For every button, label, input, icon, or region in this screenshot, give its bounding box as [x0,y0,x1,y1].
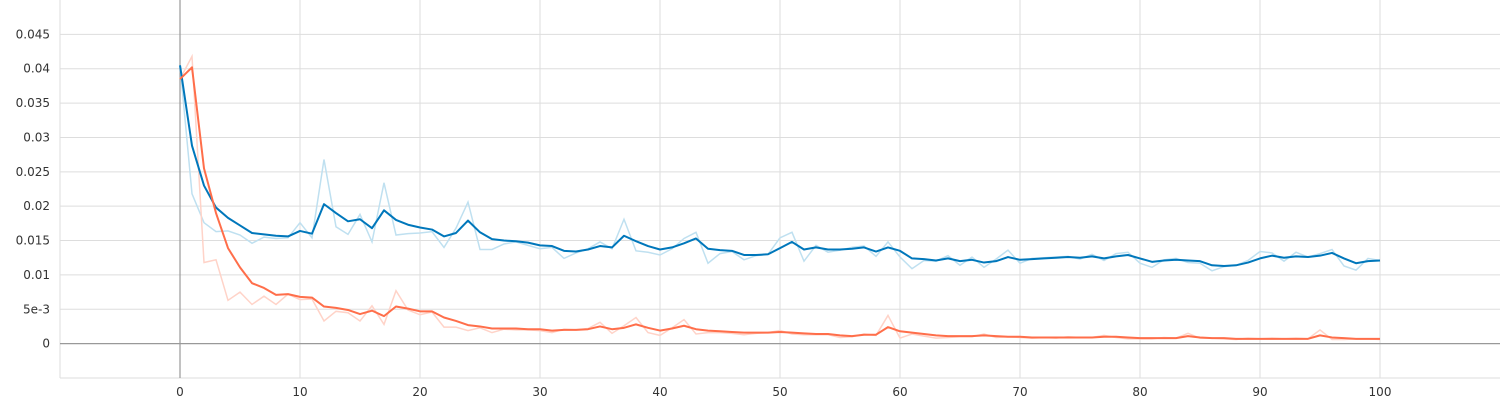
x-tick-label: 10 [292,385,307,399]
y-tick-label: 0.025 [16,165,50,179]
x-tick-label: 20 [412,385,427,399]
x-tick-labels: 0 10 20 30 40 50 60 70 80 90 100 [176,385,1391,399]
x-tick-label: 90 [1252,385,1267,399]
series-1-smoothed-line [179,66,1380,340]
x-tick-label: 40 [652,385,667,399]
x-tick-label: 70 [1012,385,1027,399]
x-tick-label: 100 [1369,385,1392,399]
x-tick-label: 0 [176,385,184,399]
y-tick-label: 0.035 [16,96,50,110]
x-tick-label: 30 [532,385,547,399]
y-tick-label: 0.045 [16,27,50,41]
x-tick-label: 50 [772,385,787,399]
y-tick-label: 0 [42,337,50,351]
x-tick-label: 80 [1132,385,1147,399]
y-tick-label: 5e-3 [23,302,50,316]
y-tick-label: 0.02 [23,199,50,213]
x-tick-label: 60 [892,385,907,399]
y-tick-label: 0.01 [23,268,50,282]
smoothed-lines [179,65,1381,340]
y-tick-labels: 0 5e-3 0.01 0.015 0.02 0.025 0.03 0.035 0.04 0.04… [16,27,50,350]
axes [59,0,1500,379]
y-tick-label: 0.015 [16,234,50,248]
series-0-smoothed-line [179,65,1381,267]
y-tick-label: 0.03 [23,130,50,144]
grid [60,0,1500,378]
y-tick-label: 0.04 [23,62,50,76]
